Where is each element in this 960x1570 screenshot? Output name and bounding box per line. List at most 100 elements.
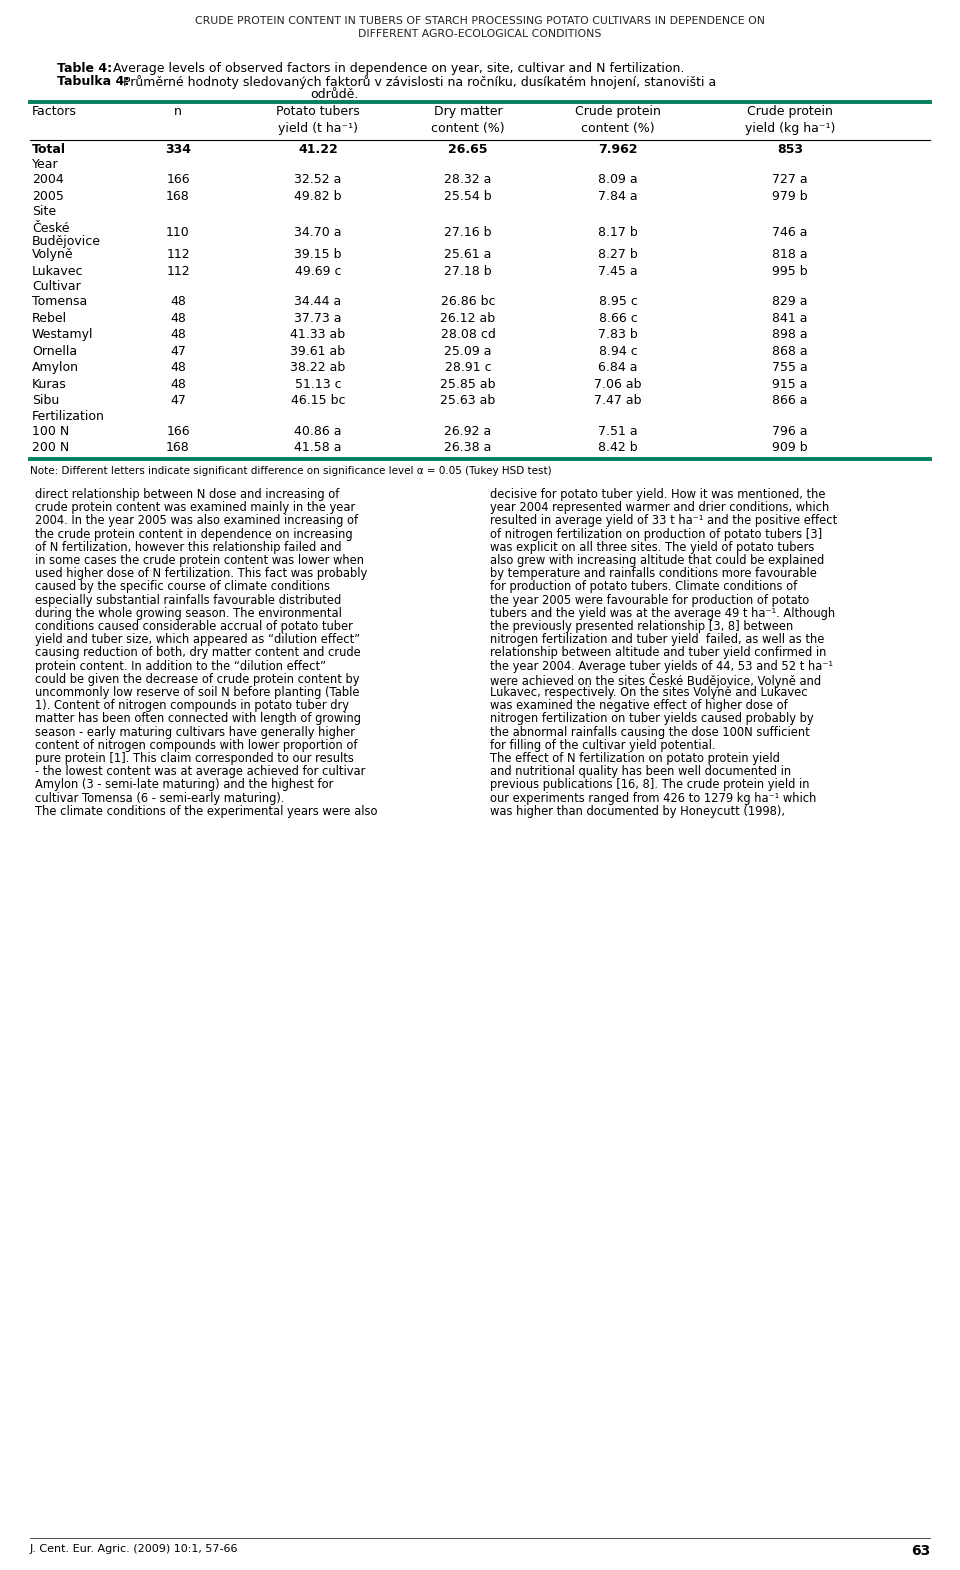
Text: was explicit on all three sites. The yield of potato tubers: was explicit on all three sites. The yie… (490, 540, 814, 554)
Text: also grew with increasing altitude that could be explained: also grew with increasing altitude that … (490, 554, 825, 567)
Text: 40.86 a: 40.86 a (295, 425, 342, 438)
Text: 979 b: 979 b (772, 190, 807, 203)
Text: 829 a: 829 a (772, 295, 807, 308)
Text: our experiments ranged from 426 to 1279 kg ha⁻¹ which: our experiments ranged from 426 to 1279 … (490, 791, 816, 804)
Text: matter has been often connected with length of growing: matter has been often connected with len… (35, 713, 361, 725)
Text: 2004. In the year 2005 was also examined increasing of: 2004. In the year 2005 was also examined… (35, 515, 358, 528)
Text: Dry matter
content (%): Dry matter content (%) (431, 105, 505, 135)
Text: nitrogen fertilization on tuber yields caused probably by: nitrogen fertilization on tuber yields c… (490, 713, 814, 725)
Text: Volyně: Volyně (32, 248, 74, 261)
Text: year 2004 represented warmer and drier conditions, which: year 2004 represented warmer and drier c… (490, 501, 829, 515)
Text: 7.47 ab: 7.47 ab (594, 394, 641, 407)
Text: 8.95 c: 8.95 c (599, 295, 637, 308)
Text: for filling of the cultivar yield potential.: for filling of the cultivar yield potent… (490, 739, 715, 752)
Text: protein content. In addition to the “dilution effect”: protein content. In addition to the “dil… (35, 659, 326, 672)
Text: decisive for potato tuber yield. How it was mentioned, the: decisive for potato tuber yield. How it … (490, 488, 826, 501)
Text: resulted in average yield of 33 t ha⁻¹ and the positive effect: resulted in average yield of 33 t ha⁻¹ a… (490, 515, 837, 528)
Text: Lukavec, respectively. On the sites Volyně and Lukavec: Lukavec, respectively. On the sites Voly… (490, 686, 807, 699)
Text: content of nitrogen compounds with lower proportion of: content of nitrogen compounds with lower… (35, 739, 357, 752)
Text: J. Cent. Eur. Agric. (2009) 10:1, 57-66: J. Cent. Eur. Agric. (2009) 10:1, 57-66 (30, 1543, 238, 1554)
Text: conditions caused considerable accrual of potato tuber: conditions caused considerable accrual o… (35, 620, 353, 633)
Text: 46.15 bc: 46.15 bc (291, 394, 346, 407)
Text: Year: Year (32, 159, 59, 171)
Text: 7.962: 7.962 (598, 143, 637, 155)
Text: could be given the decrease of crude protein content by: could be given the decrease of crude pro… (35, 674, 359, 686)
Text: 7.06 ab: 7.06 ab (594, 378, 641, 391)
Text: n: n (174, 105, 182, 118)
Text: 48: 48 (170, 295, 186, 308)
Text: 6.84 a: 6.84 a (598, 361, 637, 374)
Text: 51.13 c: 51.13 c (295, 378, 342, 391)
Text: - the lowest content was at average achieved for cultivar: - the lowest content was at average achi… (35, 765, 366, 779)
Text: 25.63 ab: 25.63 ab (441, 394, 495, 407)
Text: was higher than documented by Honeycutt (1998),: was higher than documented by Honeycutt … (490, 805, 785, 818)
Text: 2005: 2005 (32, 190, 64, 203)
Text: 2004: 2004 (32, 173, 63, 187)
Text: during the whole growing season. The environmental: during the whole growing season. The env… (35, 606, 342, 620)
Text: tubers and the yield was at the average 49 t ha⁻¹. Although: tubers and the yield was at the average … (490, 606, 835, 620)
Text: 110: 110 (166, 226, 190, 239)
Text: were achieved on the sites České Budějovice, Volyně and: were achieved on the sites České Budějov… (490, 674, 821, 688)
Text: 868 a: 868 a (772, 345, 807, 358)
Text: 37.73 a: 37.73 a (295, 312, 342, 325)
Text: 26.86 bc: 26.86 bc (441, 295, 495, 308)
Text: 27.18 b: 27.18 b (444, 265, 492, 278)
Text: Crude protein
content (%): Crude protein content (%) (575, 105, 660, 135)
Text: caused by the specific course of climate conditions: caused by the specific course of climate… (35, 581, 330, 593)
Text: causing reduction of both, dry matter content and crude: causing reduction of both, dry matter co… (35, 647, 361, 659)
Text: Fertilization: Fertilization (32, 410, 105, 422)
Text: 8.17 b: 8.17 b (598, 226, 637, 239)
Text: Site: Site (32, 206, 56, 218)
Text: the previously presented relationship [3, 8] between: the previously presented relationship [3… (490, 620, 793, 633)
Text: 28.91 c: 28.91 c (444, 361, 492, 374)
Text: 7.45 a: 7.45 a (598, 265, 637, 278)
Text: 100 N: 100 N (32, 425, 69, 438)
Text: 166: 166 (166, 425, 190, 438)
Text: 915 a: 915 a (772, 378, 807, 391)
Text: Kuras: Kuras (32, 378, 67, 391)
Text: 8.42 b: 8.42 b (598, 441, 637, 454)
Text: 39.15 b: 39.15 b (295, 248, 342, 261)
Text: Note: Different letters indicate significant difference on significance level α : Note: Different letters indicate signifi… (30, 466, 552, 476)
Text: 168: 168 (166, 441, 190, 454)
Text: the year 2004. Average tuber yields of 44, 53 and 52 t ha⁻¹: the year 2004. Average tuber yields of 4… (490, 659, 833, 672)
Text: odrůdě.: odrůdě. (310, 88, 358, 100)
Text: 28.08 cd: 28.08 cd (441, 328, 495, 341)
Text: 866 a: 866 a (772, 394, 807, 407)
Text: Průměrné hodnoty sledovaných faktorů v závislosti na ročníku, dusíkatém hnojení,: Průměrné hodnoty sledovaných faktorů v z… (119, 75, 716, 89)
Text: crude protein content was examined mainly in the year: crude protein content was examined mainl… (35, 501, 355, 515)
Text: Lukavec: Lukavec (32, 265, 84, 278)
Text: 796 a: 796 a (772, 425, 807, 438)
Text: season - early maturing cultivars have generally higher: season - early maturing cultivars have g… (35, 725, 355, 738)
Text: 25.85 ab: 25.85 ab (441, 378, 495, 391)
Text: Ornella: Ornella (32, 345, 77, 358)
Text: 48: 48 (170, 328, 186, 341)
Text: 41.22: 41.22 (299, 143, 338, 155)
Text: 39.61 ab: 39.61 ab (291, 345, 346, 358)
Text: 746 a: 746 a (772, 226, 807, 239)
Text: 995 b: 995 b (772, 265, 807, 278)
Text: Amylon: Amylon (32, 361, 79, 374)
Text: 818 a: 818 a (772, 248, 807, 261)
Text: 841 a: 841 a (772, 312, 807, 325)
Text: Amylon (3 - semi-late maturing) and the highest for: Amylon (3 - semi-late maturing) and the … (35, 779, 333, 791)
Text: Potato tubers
yield (t ha⁻¹): Potato tubers yield (t ha⁻¹) (276, 105, 360, 135)
Text: especially substantial rainfalls favourable distributed: especially substantial rainfalls favoura… (35, 593, 341, 606)
Text: 32.52 a: 32.52 a (295, 173, 342, 187)
Text: 1). Content of nitrogen compounds in potato tuber dry: 1). Content of nitrogen compounds in pot… (35, 699, 349, 713)
Text: 8.09 a: 8.09 a (598, 173, 637, 187)
Text: 48: 48 (170, 361, 186, 374)
Text: 49.82 b: 49.82 b (295, 190, 342, 203)
Text: 727 a: 727 a (772, 173, 807, 187)
Text: Table 4:: Table 4: (57, 61, 112, 75)
Text: Rebel: Rebel (32, 312, 67, 325)
Text: by temperature and rainfalls conditions more favourable: by temperature and rainfalls conditions … (490, 567, 817, 581)
Text: 334: 334 (165, 143, 191, 155)
Text: The effect of N fertilization on potato protein yield: The effect of N fertilization on potato … (490, 752, 780, 765)
Text: DIFFERENT AGRO-ECOLOGICAL CONDITIONS: DIFFERENT AGRO-ECOLOGICAL CONDITIONS (358, 28, 602, 39)
Text: 47: 47 (170, 394, 186, 407)
Text: 8.27 b: 8.27 b (598, 248, 637, 261)
Text: 112: 112 (166, 265, 190, 278)
Text: Sibu: Sibu (32, 394, 60, 407)
Text: 112: 112 (166, 248, 190, 261)
